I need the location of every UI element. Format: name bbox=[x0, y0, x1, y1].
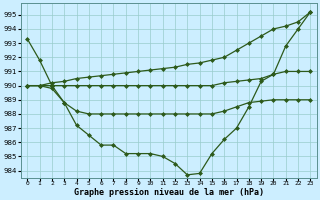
X-axis label: Graphe pression niveau de la mer (hPa): Graphe pression niveau de la mer (hPa) bbox=[74, 188, 264, 197]
